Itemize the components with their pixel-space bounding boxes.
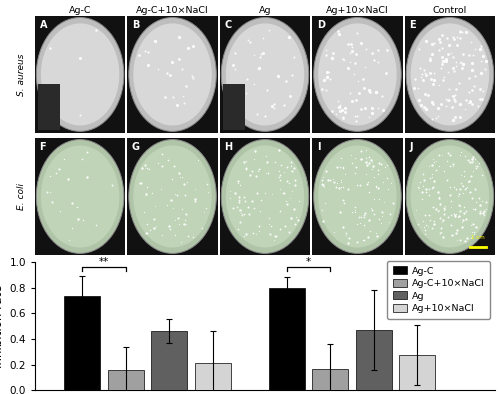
- Ellipse shape: [134, 145, 212, 247]
- Ellipse shape: [129, 139, 216, 253]
- Ellipse shape: [36, 139, 124, 253]
- Text: S. aureus: S. aureus: [17, 53, 26, 96]
- Polygon shape: [222, 84, 245, 130]
- Ellipse shape: [410, 23, 489, 125]
- Text: J: J: [410, 143, 413, 152]
- Bar: [194, 362, 230, 390]
- Bar: [108, 370, 144, 390]
- Bar: [64, 296, 100, 390]
- Text: D: D: [317, 20, 325, 30]
- Y-axis label: Inhibition rate: Inhibition rate: [0, 284, 6, 368]
- Text: E. coli: E. coli: [17, 183, 26, 210]
- Bar: [312, 369, 348, 390]
- Ellipse shape: [222, 139, 308, 253]
- Ellipse shape: [226, 145, 304, 247]
- Text: A: A: [40, 20, 47, 30]
- Text: H: H: [224, 143, 232, 152]
- Ellipse shape: [129, 17, 216, 131]
- Ellipse shape: [318, 23, 396, 125]
- Ellipse shape: [318, 145, 396, 247]
- Ellipse shape: [41, 145, 119, 247]
- Bar: [399, 355, 435, 390]
- Text: 1 cm: 1 cm: [471, 235, 484, 240]
- Ellipse shape: [406, 139, 494, 253]
- Text: F: F: [40, 143, 46, 152]
- Title: Ag+10×NaCl: Ag+10×NaCl: [326, 6, 389, 15]
- Polygon shape: [38, 84, 60, 130]
- Ellipse shape: [314, 139, 401, 253]
- Ellipse shape: [222, 17, 308, 131]
- Ellipse shape: [406, 17, 494, 131]
- Ellipse shape: [41, 23, 119, 125]
- Text: **: **: [99, 257, 109, 267]
- Text: G: G: [132, 143, 140, 152]
- Bar: [356, 330, 392, 390]
- Ellipse shape: [226, 23, 304, 125]
- Title: Ag-C+10×NaCl: Ag-C+10×NaCl: [136, 6, 209, 15]
- Legend: Ag-C, Ag-C+10×NaCl, Ag, Ag+10×NaCl: Ag-C, Ag-C+10×NaCl, Ag, Ag+10×NaCl: [388, 261, 490, 319]
- Text: I: I: [317, 143, 320, 152]
- Text: B: B: [132, 20, 140, 30]
- Title: Ag-C: Ag-C: [69, 6, 92, 15]
- Title: Control: Control: [433, 6, 467, 15]
- Bar: [152, 331, 187, 390]
- Ellipse shape: [36, 17, 124, 131]
- Bar: [269, 288, 304, 390]
- Ellipse shape: [314, 17, 401, 131]
- Ellipse shape: [134, 23, 212, 125]
- Title: Ag: Ag: [259, 6, 271, 15]
- Ellipse shape: [410, 145, 489, 247]
- Text: E: E: [410, 20, 416, 30]
- Text: *: *: [306, 257, 311, 267]
- Text: C: C: [224, 20, 232, 30]
